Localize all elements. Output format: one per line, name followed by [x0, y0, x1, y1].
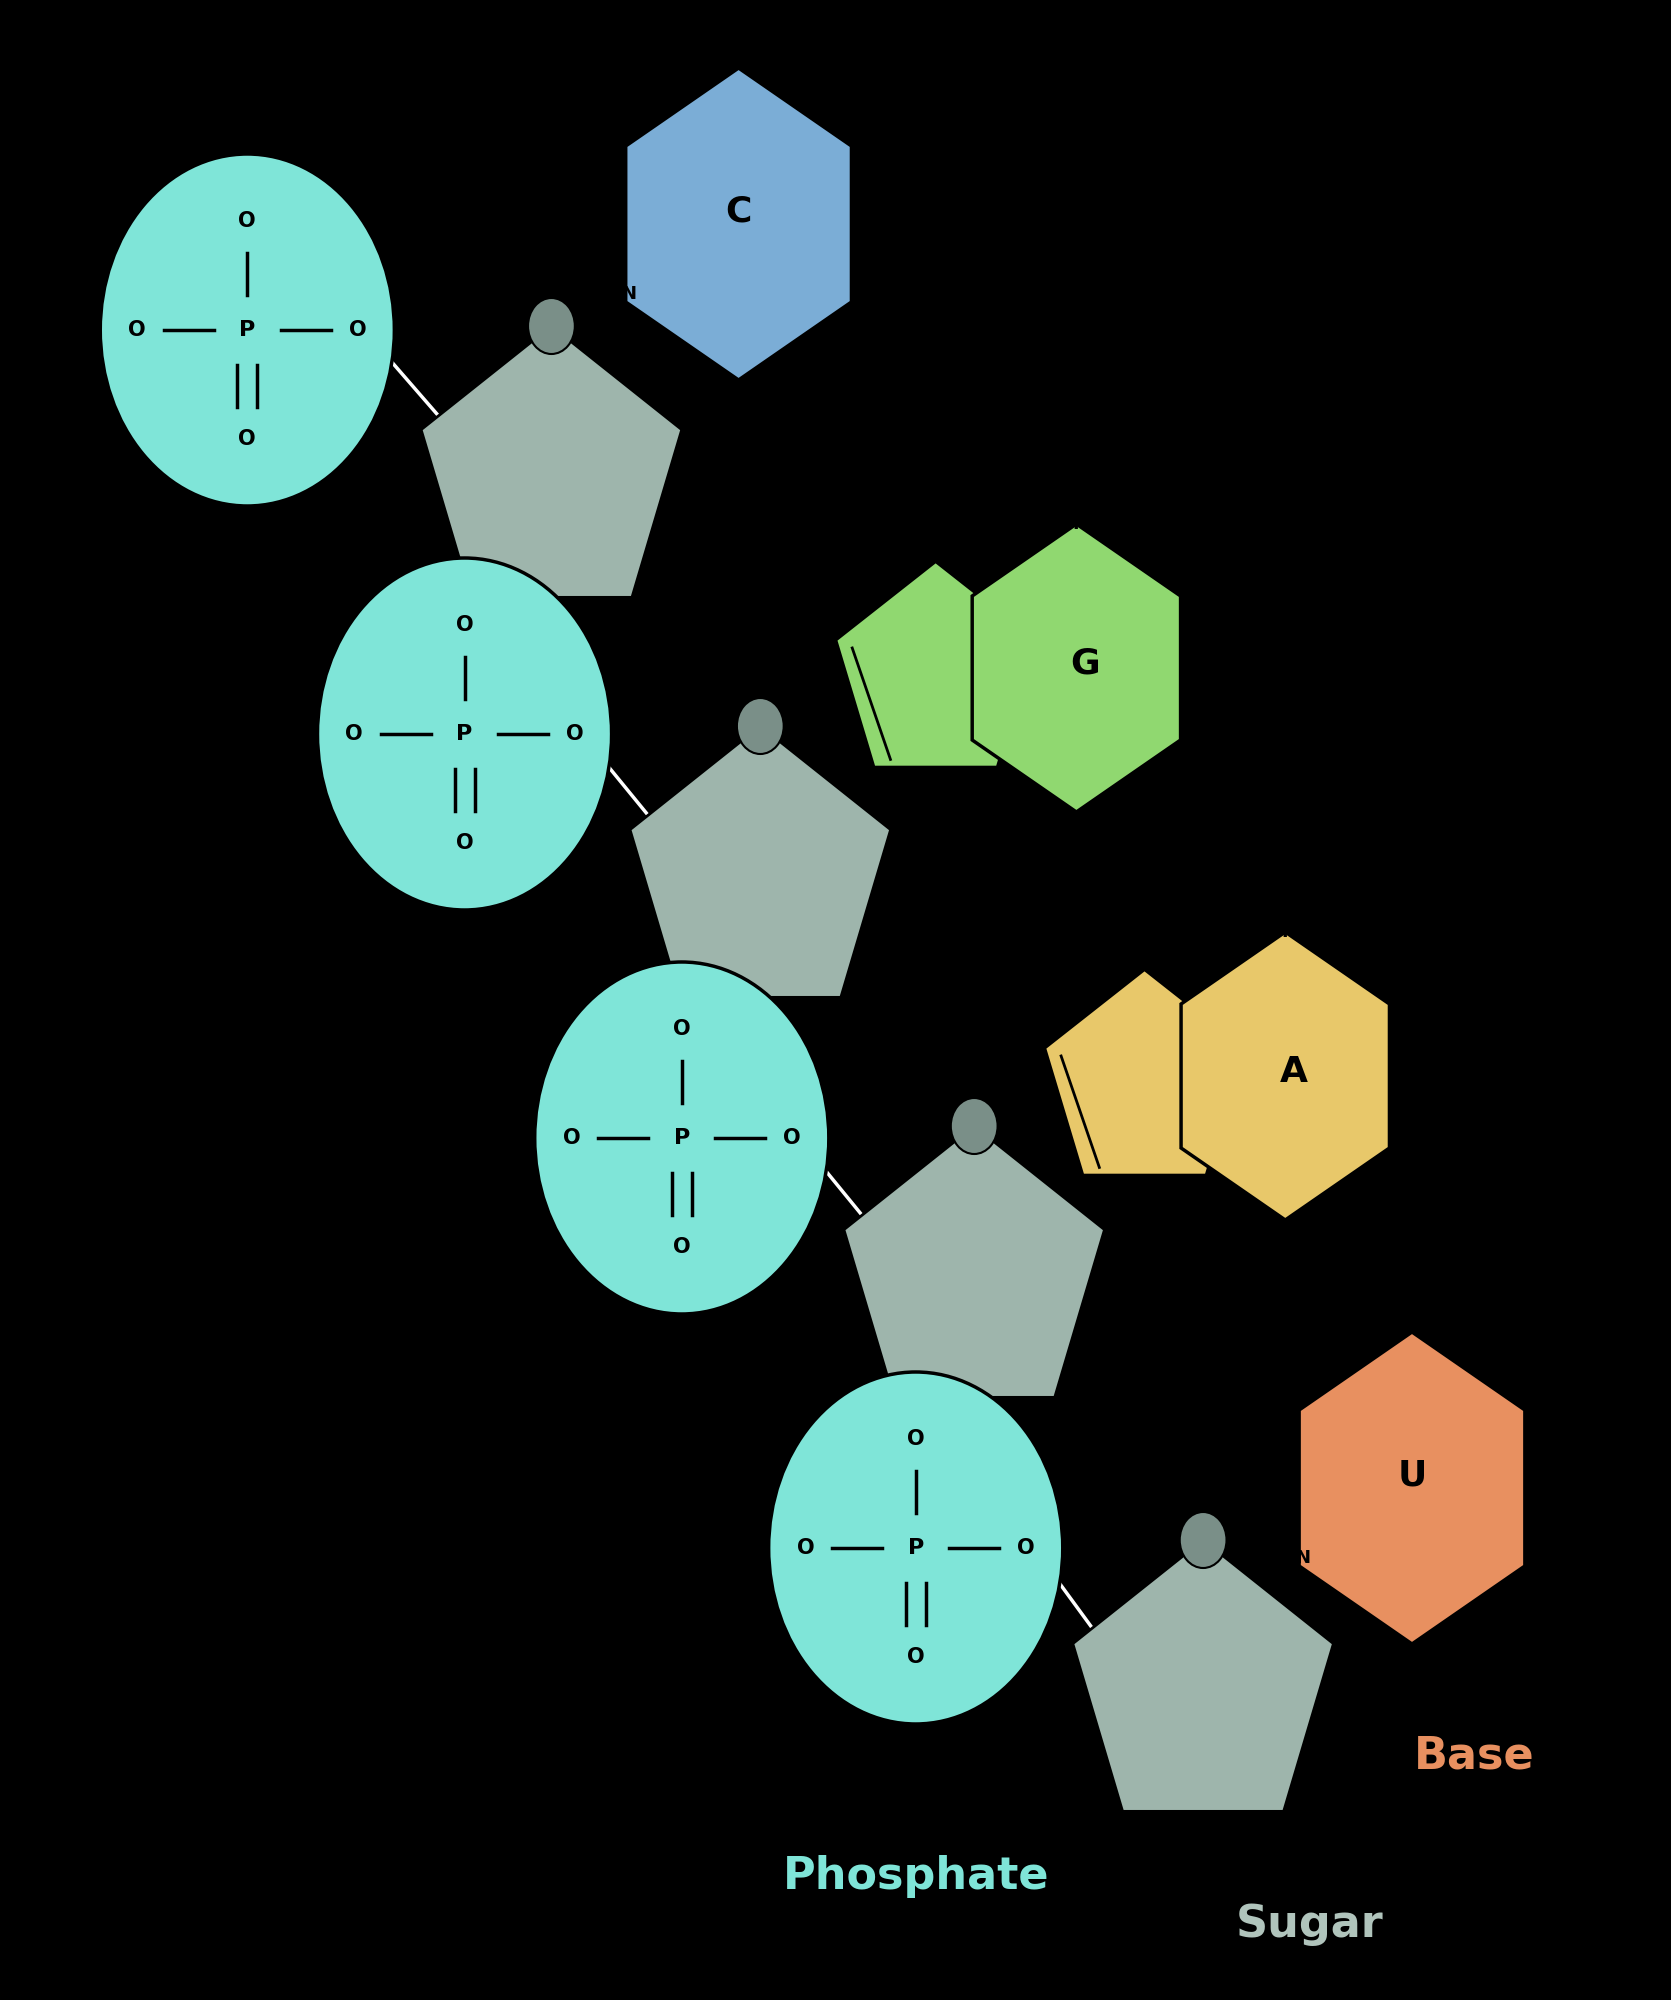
Text: N: N — [1282, 924, 1297, 942]
Polygon shape — [973, 524, 1181, 812]
Circle shape — [1180, 1512, 1227, 1568]
Polygon shape — [1298, 1332, 1526, 1644]
Ellipse shape — [769, 1372, 1063, 1724]
Text: C: C — [725, 196, 752, 228]
Polygon shape — [1181, 932, 1390, 1220]
Ellipse shape — [100, 154, 394, 506]
Text: O: O — [907, 1648, 924, 1668]
Text: Base: Base — [1414, 1734, 1534, 1778]
Text: N: N — [1288, 1392, 1303, 1412]
Text: P: P — [907, 1538, 924, 1558]
Text: A: A — [1280, 1056, 1308, 1088]
Text: G: G — [1069, 648, 1100, 680]
Circle shape — [737, 698, 784, 754]
Text: P: P — [456, 724, 473, 744]
Text: N: N — [1295, 1548, 1310, 1568]
Text: O: O — [566, 724, 583, 744]
Polygon shape — [836, 562, 1036, 768]
Text: O: O — [563, 1128, 580, 1148]
Circle shape — [528, 298, 575, 354]
Text: N: N — [1382, 986, 1397, 1004]
Text: Phosphate: Phosphate — [782, 1854, 1049, 1898]
Text: N: N — [1195, 1174, 1210, 1192]
Text: N: N — [622, 284, 637, 302]
Polygon shape — [1044, 970, 1245, 1176]
Polygon shape — [844, 1126, 1105, 1398]
Polygon shape — [625, 68, 852, 380]
Text: O: O — [907, 1428, 924, 1448]
Ellipse shape — [535, 962, 829, 1314]
Text: O: O — [129, 320, 145, 340]
Text: N: N — [986, 766, 1001, 784]
Text: O: O — [456, 614, 473, 634]
Text: P: P — [239, 320, 256, 340]
Text: O: O — [346, 724, 363, 744]
Circle shape — [951, 1098, 998, 1154]
Polygon shape — [1073, 1540, 1333, 1812]
Text: O: O — [673, 1238, 690, 1258]
Text: U: U — [1397, 1460, 1427, 1492]
Text: O: O — [784, 1128, 800, 1148]
Ellipse shape — [317, 558, 612, 910]
Text: N: N — [1073, 514, 1088, 532]
Text: N: N — [615, 128, 630, 148]
Text: O: O — [456, 834, 473, 854]
Text: O: O — [349, 320, 366, 340]
Polygon shape — [421, 326, 682, 598]
Text: O: O — [239, 210, 256, 230]
Text: Sugar: Sugar — [1237, 1902, 1384, 1946]
Text: O: O — [1018, 1538, 1034, 1558]
Polygon shape — [630, 726, 891, 998]
Text: O: O — [797, 1538, 814, 1558]
Text: N: N — [1173, 578, 1188, 596]
Text: P: P — [673, 1128, 690, 1148]
Text: O: O — [239, 430, 256, 450]
Text: O: O — [673, 1018, 690, 1038]
